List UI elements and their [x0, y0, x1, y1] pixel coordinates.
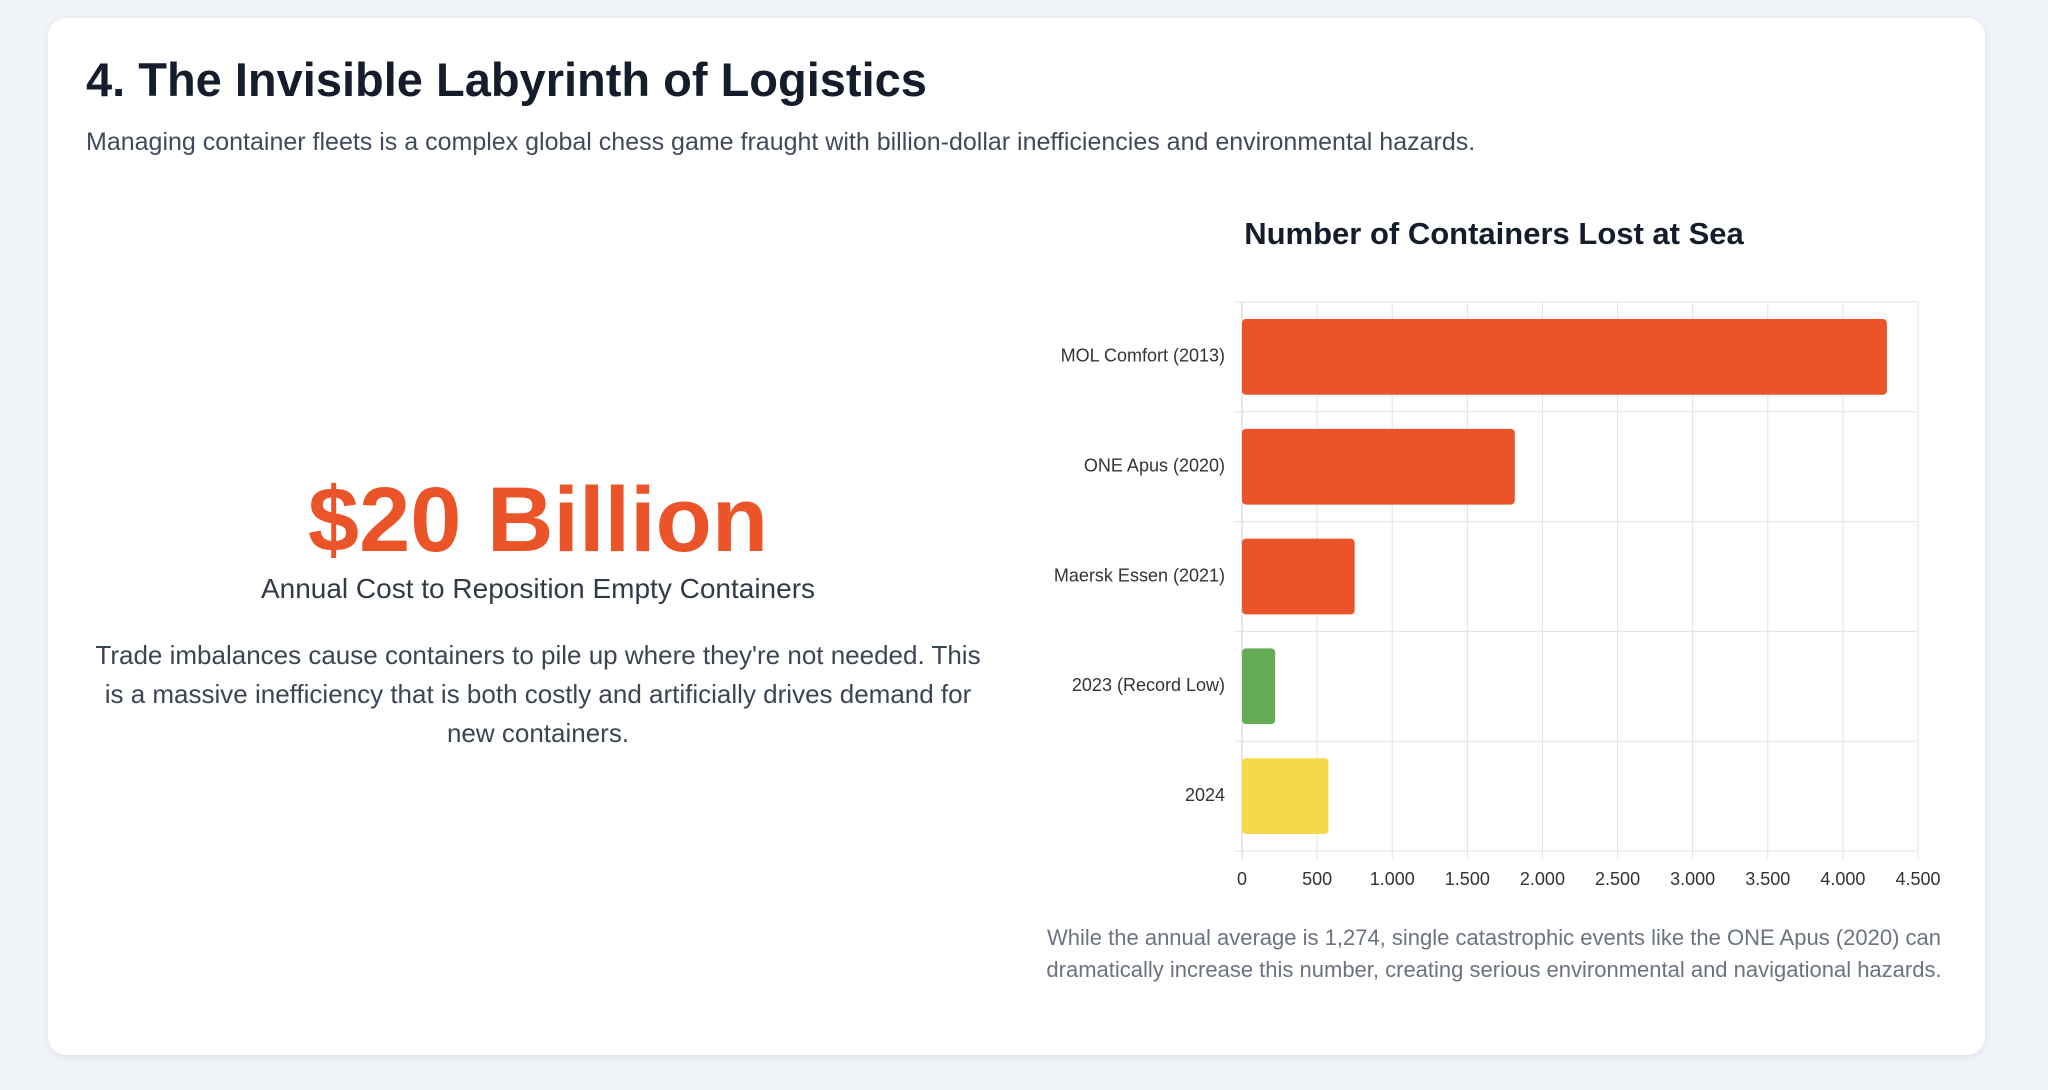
chart-note: While the annual average is 1,274, singl… — [1046, 925, 1942, 982]
chart: Number of Containers Lost at Sea 0 500 1.0… — [1054, 216, 1941, 889]
y-tick-label: Maersk Essen (2021) — [1054, 565, 1225, 585]
y-tick-label: 2024 — [1185, 785, 1225, 805]
x-tick-label: 4.500 — [1895, 869, 1940, 889]
stat-value: $20 Billion — [307, 469, 769, 571]
bar — [1242, 538, 1355, 615]
card — [48, 18, 1985, 1055]
section-title: 4. The Invisible Labyrinth of Logistics — [86, 53, 927, 106]
x-tick-label: 500 — [1302, 869, 1332, 889]
bar — [1242, 648, 1276, 725]
stat-label: Annual Cost to Reposition Empty Containe… — [260, 573, 816, 604]
bar — [1242, 428, 1515, 505]
x-tick-label: 3.500 — [1745, 869, 1790, 889]
x-tick-label: 2.500 — [1595, 869, 1640, 889]
stat-description: Trade imbalances cause containers to pil… — [95, 640, 981, 748]
x-tick-label: 0 — [1237, 869, 1247, 889]
y-tick-label: MOL Comfort (2013) — [1061, 346, 1225, 366]
x-tick-label: 1.000 — [1370, 869, 1415, 889]
x-tick-label: 2.000 — [1520, 869, 1565, 889]
y-tick-label: 2023 (Record Low) — [1072, 675, 1225, 695]
x-tick-label: 3.000 — [1670, 869, 1715, 889]
section-subtitle: Managing container fleets is a complex g… — [86, 128, 1476, 156]
bar — [1242, 758, 1329, 834]
y-tick-label: ONE Apus (2020) — [1084, 455, 1225, 475]
x-tick-label: 1.500 — [1445, 869, 1490, 889]
x-tick-label: 4.000 — [1820, 869, 1865, 889]
bar — [1242, 319, 1887, 395]
chart-title: Number of Containers Lost at Sea — [1244, 216, 1744, 251]
